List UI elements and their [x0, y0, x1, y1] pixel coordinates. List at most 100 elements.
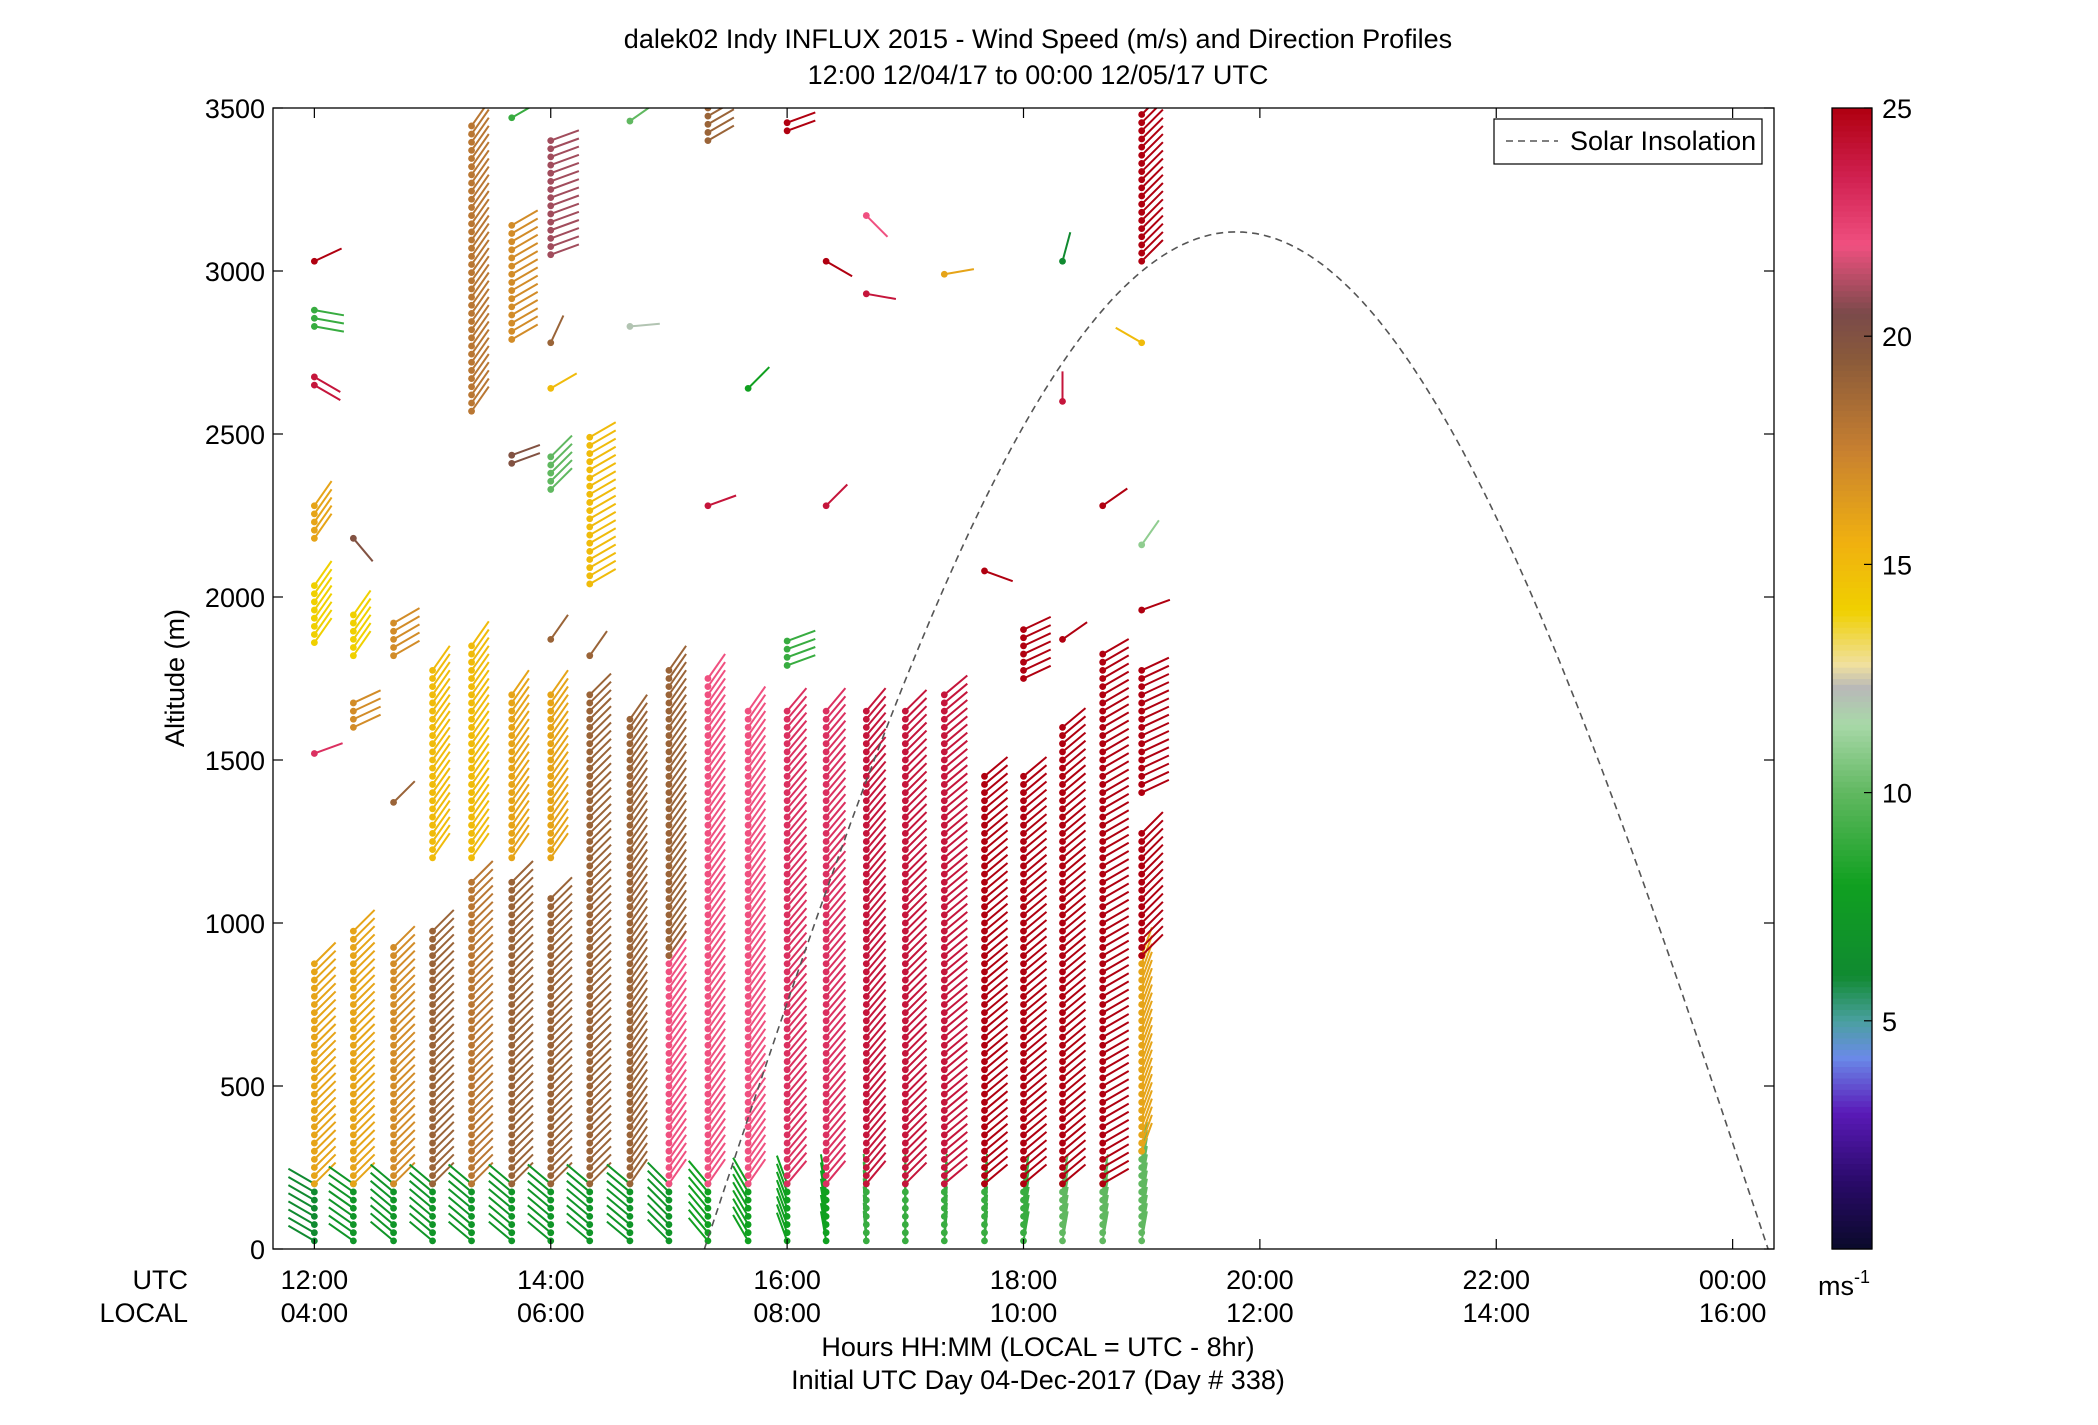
- wind-barb-line: [550, 1145, 573, 1169]
- wind-barb-point: [1099, 764, 1107, 772]
- wind-barb-line: [668, 751, 687, 777]
- wind-barb-line: [550, 153, 580, 166]
- wind-barb-line: [1102, 923, 1130, 941]
- wind-barb-point: [665, 1147, 673, 1155]
- wind-barb-line: [747, 889, 767, 916]
- wind-barb-point: [1059, 1172, 1066, 1180]
- wind-barb-line: [668, 971, 687, 997]
- wind-barb-line: [549, 614, 569, 640]
- wind-barb-point: [783, 805, 791, 813]
- wind-barb-point: [508, 903, 516, 911]
- wind-barb-point: [940, 1098, 948, 1106]
- wind-barb-line: [786, 793, 808, 818]
- wind-barb-point: [744, 1009, 752, 1017]
- wind-barb-line: [747, 938, 767, 965]
- wind-barb-line: [589, 1104, 612, 1128]
- wind-barb-point: [704, 137, 712, 145]
- wind-barb-point: [744, 992, 752, 1000]
- wind-barb-line: [786, 1046, 808, 1071]
- wind-barb-point: [901, 724, 909, 731]
- wind-barb-point: [310, 1009, 318, 1017]
- wind-barb-line: [550, 990, 573, 1014]
- wind-barb-line: [1022, 1139, 1048, 1161]
- wind-barb-point: [704, 756, 712, 764]
- wind-barb-line: [352, 689, 382, 704]
- wind-barb-line: [328, 1206, 354, 1226]
- wind-barb-line: [589, 672, 612, 696]
- wind-barb-line: [511, 250, 539, 267]
- wind-barb-point: [429, 699, 436, 707]
- wind-barb-point: [744, 1017, 752, 1025]
- wind-barb-line: [392, 1064, 416, 1087]
- wind-barb-point: [704, 1213, 712, 1220]
- colorbar-unit: ms-1: [1818, 1267, 1870, 1301]
- wind-barb-line: [408, 1196, 434, 1218]
- wind-barb-point: [468, 1123, 475, 1131]
- wind-barb-point: [1099, 854, 1107, 862]
- colorbar-segment: [1832, 689, 1872, 697]
- colorbar-segment: [1832, 353, 1872, 360]
- wind-barb-line: [668, 1028, 687, 1054]
- wind-barb-point: [783, 1180, 791, 1188]
- wind-barb-point: [744, 829, 752, 837]
- wind-barb-point: [1020, 675, 1027, 682]
- wind-barb-point: [744, 944, 752, 951]
- wind-barb-line: [549, 783, 569, 810]
- wind-barb-point: [508, 230, 516, 237]
- wind-barb-point: [704, 854, 712, 862]
- wind-barb-point: [390, 1180, 397, 1188]
- wind-barb-point: [468, 732, 475, 739]
- wind-barb-line: [668, 661, 687, 688]
- wind-barb-line: [668, 775, 687, 802]
- wind-barb-point: [1020, 1164, 1027, 1171]
- wind-barb-line: [470, 1023, 494, 1046]
- wind-barb-line: [1140, 141, 1164, 165]
- wind-barb-line: [786, 817, 808, 843]
- wind-barb-point: [508, 1172, 516, 1180]
- wind-barb-line: [668, 718, 687, 745]
- wind-barb-line: [392, 1080, 416, 1104]
- wind-barb-point: [547, 1098, 555, 1106]
- wind-barb-line: [904, 901, 928, 924]
- wind-barb-line: [865, 801, 887, 826]
- wind-barb-point: [1099, 715, 1107, 723]
- wind-barb-line: [1061, 976, 1087, 998]
- wind-barb-point: [468, 1180, 475, 1188]
- wind-barb-point: [429, 829, 436, 837]
- wind-barb-point: [508, 1213, 516, 1220]
- wind-barb-point: [665, 699, 673, 707]
- wind-barb-point: [508, 336, 516, 343]
- wind-barb-point: [822, 854, 830, 862]
- wind-barb-point: [390, 1050, 397, 1057]
- wind-barb-line: [983, 984, 1009, 1006]
- wind-barb-line: [775, 1187, 789, 1217]
- wind-barb-line: [646, 1210, 670, 1234]
- wind-barb-line: [865, 736, 887, 761]
- wind-barb-line: [510, 816, 530, 843]
- wind-barb-point: [940, 789, 948, 796]
- wind-barb-line: [352, 909, 376, 932]
- wind-barb-line: [470, 941, 494, 965]
- wind-barb-point: [626, 1172, 634, 1180]
- wind-barb-point: [349, 1237, 357, 1245]
- wind-barb-line: [313, 1137, 337, 1161]
- wind-barb-line: [1102, 1013, 1130, 1030]
- wind-barb-line: [629, 987, 648, 1014]
- wind-barb-line: [1022, 943, 1048, 965]
- wind-barb-line: [629, 865, 648, 891]
- wind-barb-point: [940, 805, 948, 813]
- wind-barb-point: [1099, 789, 1107, 796]
- wind-barb-line: [1102, 1094, 1130, 1112]
- wind-barb-line: [1061, 1025, 1087, 1047]
- wind-barb-line: [470, 933, 494, 957]
- wind-barb-line: [707, 661, 726, 688]
- wind-barb-line: [629, 718, 648, 745]
- colorbar-segment: [1832, 159, 1872, 166]
- wind-barb-point: [547, 805, 555, 813]
- wind-barb-line: [352, 974, 376, 998]
- wind-barb-line: [983, 797, 1009, 818]
- wind-barb-line: [1061, 780, 1087, 802]
- wind-barb-line: [629, 783, 648, 810]
- wind-barb-line: [1022, 862, 1048, 884]
- wind-barb-line: [431, 661, 451, 688]
